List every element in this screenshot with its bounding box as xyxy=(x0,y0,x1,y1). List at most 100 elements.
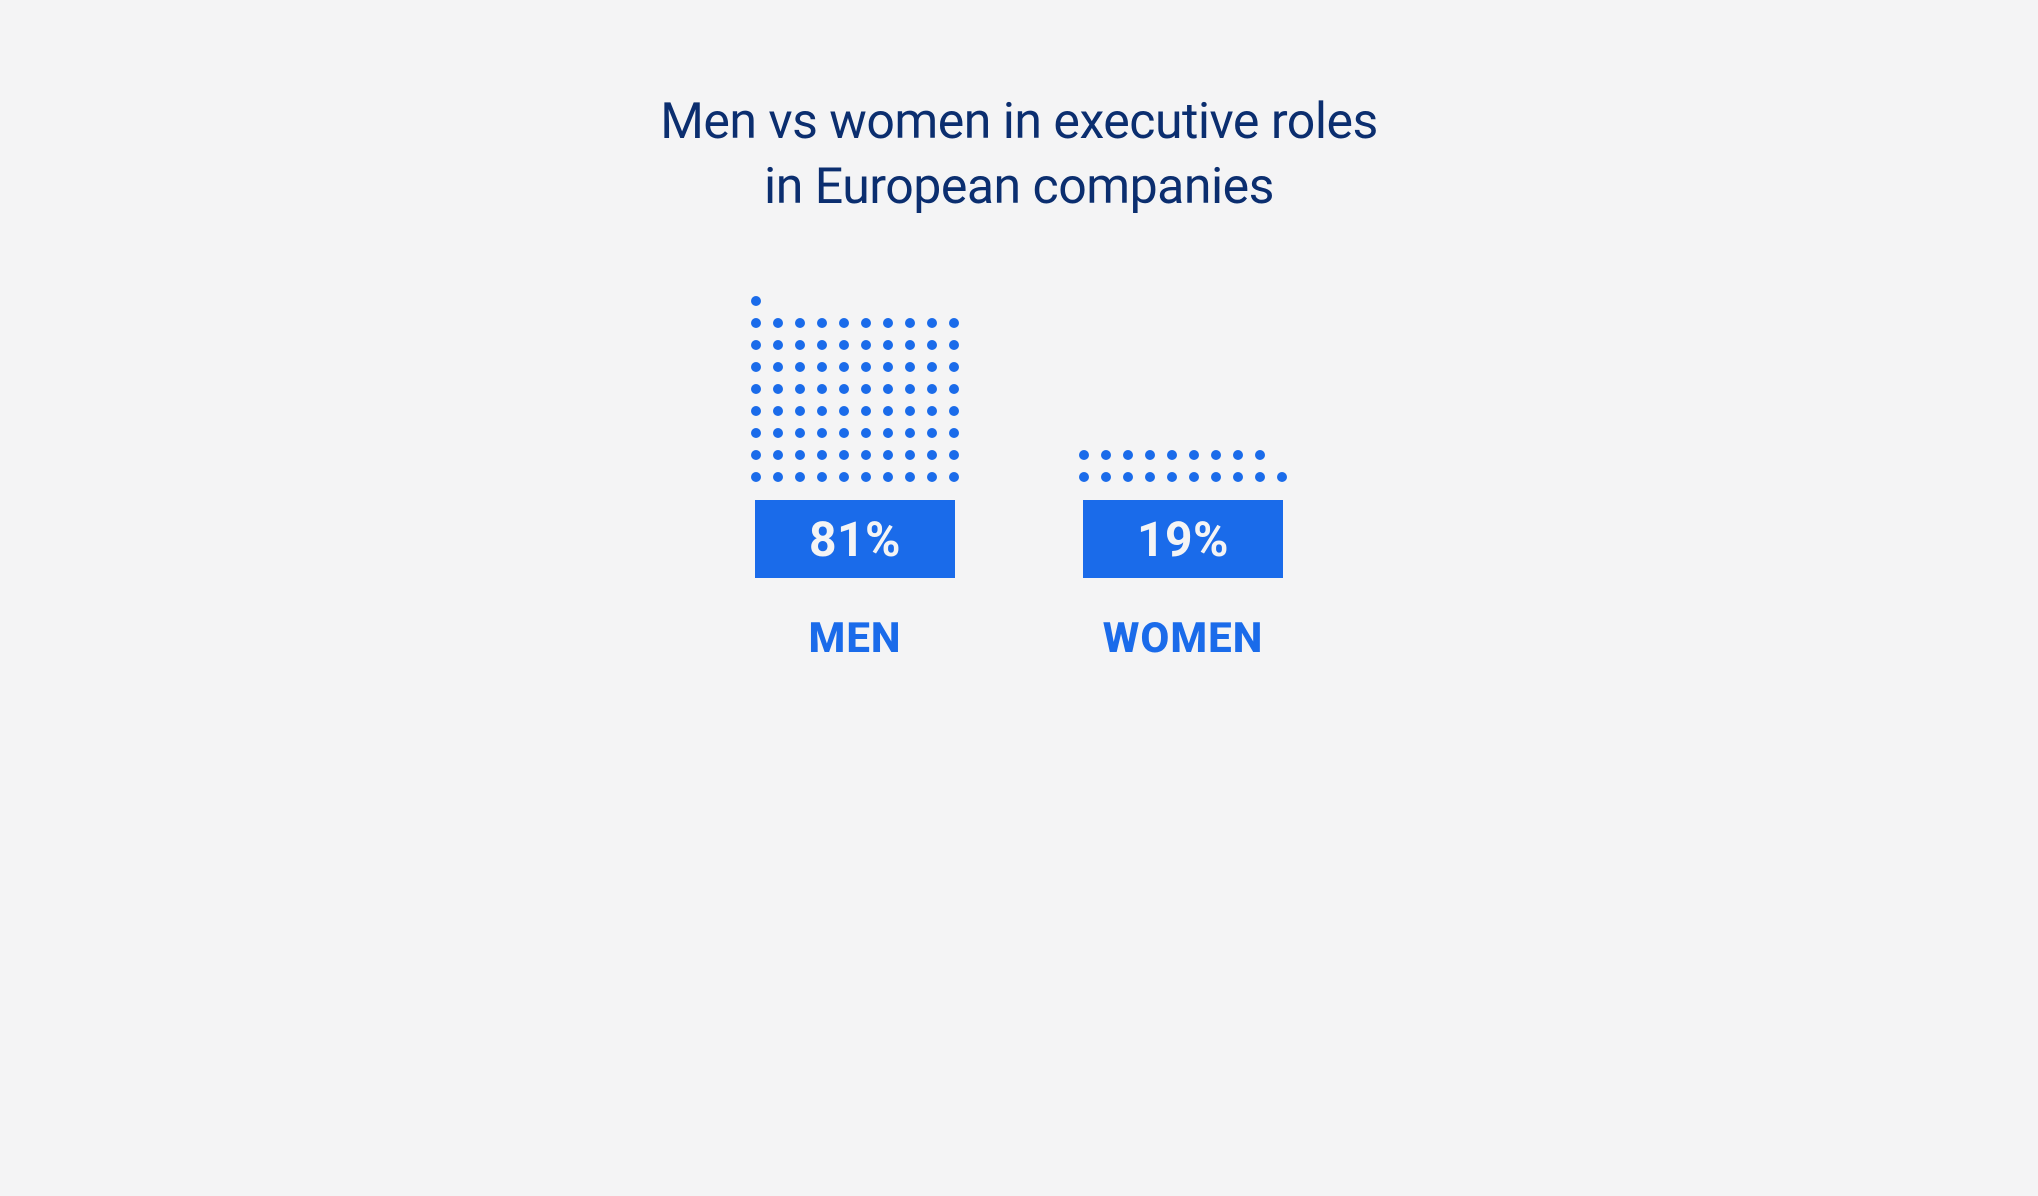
dot-icon xyxy=(927,428,937,438)
dot-icon xyxy=(1145,472,1155,482)
dot-icon xyxy=(949,384,959,394)
dot-icon xyxy=(1079,450,1089,460)
dot-icon xyxy=(751,340,761,350)
dot-icon xyxy=(861,384,871,394)
dot-icon xyxy=(773,472,783,482)
dot-icon xyxy=(883,362,893,372)
dot-icon xyxy=(883,318,893,328)
dot-icon xyxy=(839,384,849,394)
dot-icon xyxy=(773,428,783,438)
value-text-women: 19% xyxy=(1137,511,1229,568)
infographic-canvas: Men vs women in executive roles in Europ… xyxy=(303,0,1735,840)
dot-icon xyxy=(905,318,915,328)
dot-icon xyxy=(817,428,827,438)
dot-icon xyxy=(1255,472,1265,482)
group-men: 81% MEN xyxy=(751,290,959,663)
dot-icon xyxy=(1123,450,1133,460)
dot-row xyxy=(751,400,959,422)
dot-icon xyxy=(883,340,893,350)
dot-icon xyxy=(949,362,959,372)
dot-icon xyxy=(1167,472,1177,482)
dot-row xyxy=(751,466,959,488)
dot-icon xyxy=(883,472,893,482)
dot-icon xyxy=(795,318,805,328)
value-badge-men: 81% xyxy=(755,500,955,578)
dot-icon xyxy=(773,406,783,416)
dot-icon xyxy=(1189,450,1199,460)
infographic-title: Men vs women in executive roles in Europ… xyxy=(303,90,1735,220)
value-badge-women: 19% xyxy=(1083,500,1283,578)
dot-row xyxy=(751,422,959,444)
value-text-men: 81% xyxy=(809,511,901,568)
dot-icon xyxy=(1101,472,1111,482)
dot-icon xyxy=(839,450,849,460)
dot-icon xyxy=(839,428,849,438)
dot-row xyxy=(751,356,959,378)
dot-icon xyxy=(773,450,783,460)
dot-icon xyxy=(817,362,827,372)
dot-icon xyxy=(795,384,805,394)
group-women: 19% WOMEN xyxy=(1079,290,1287,663)
dot-icon xyxy=(817,318,827,328)
dot-icon xyxy=(861,318,871,328)
dot-icon xyxy=(1233,450,1243,460)
dot-icon xyxy=(817,472,827,482)
dot-icon xyxy=(839,406,849,416)
dot-icon xyxy=(949,340,959,350)
dot-icon xyxy=(751,362,761,372)
dot-icon xyxy=(1079,472,1089,482)
dot-icon xyxy=(795,450,805,460)
dot-icon xyxy=(839,362,849,372)
dot-icon xyxy=(817,406,827,416)
dot-icon xyxy=(883,406,893,416)
dot-icon xyxy=(927,450,937,460)
dot-row xyxy=(1079,466,1287,488)
dot-icon xyxy=(1101,450,1111,460)
dot-icon xyxy=(1167,450,1177,460)
dot-row xyxy=(751,334,959,356)
dot-row xyxy=(751,290,761,312)
dot-icon xyxy=(773,318,783,328)
dot-icon xyxy=(795,472,805,482)
dot-row xyxy=(751,444,959,466)
dot-icon xyxy=(905,340,915,350)
dot-icon xyxy=(861,428,871,438)
dot-icon xyxy=(883,428,893,438)
dot-icon xyxy=(1123,472,1133,482)
category-label-women: WOMEN xyxy=(1103,614,1264,663)
dot-icon xyxy=(905,384,915,394)
dot-icon xyxy=(795,428,805,438)
dot-icon xyxy=(1211,472,1221,482)
dot-icon xyxy=(795,340,805,350)
dot-icon xyxy=(949,450,959,460)
dot-icon xyxy=(927,362,937,372)
category-label-men: MEN xyxy=(809,614,902,663)
dot-icon xyxy=(905,428,915,438)
dot-icon xyxy=(817,384,827,394)
dot-icon xyxy=(861,362,871,372)
dot-icon xyxy=(927,406,937,416)
dot-icon xyxy=(773,384,783,394)
dot-icon xyxy=(861,406,871,416)
dot-icon xyxy=(927,340,937,350)
dot-icon xyxy=(1189,472,1199,482)
dot-icon xyxy=(905,362,915,372)
dot-icon xyxy=(927,384,937,394)
groups-row: 81% MEN 19% WOMEN xyxy=(303,290,1735,663)
dot-icon xyxy=(861,340,871,350)
dot-icon xyxy=(773,362,783,372)
dot-icon xyxy=(773,340,783,350)
dot-matrix-men xyxy=(751,290,959,488)
dot-icon xyxy=(751,472,761,482)
dot-icon xyxy=(795,362,805,372)
dot-icon xyxy=(1211,450,1221,460)
dot-icon xyxy=(751,406,761,416)
dot-icon xyxy=(795,406,805,416)
dot-icon xyxy=(839,472,849,482)
dot-icon xyxy=(751,428,761,438)
dot-row xyxy=(751,312,959,334)
dot-icon xyxy=(751,318,761,328)
dot-icon xyxy=(839,340,849,350)
title-line-1: Men vs women in executive roles xyxy=(660,93,1378,151)
dot-icon xyxy=(1277,472,1287,482)
